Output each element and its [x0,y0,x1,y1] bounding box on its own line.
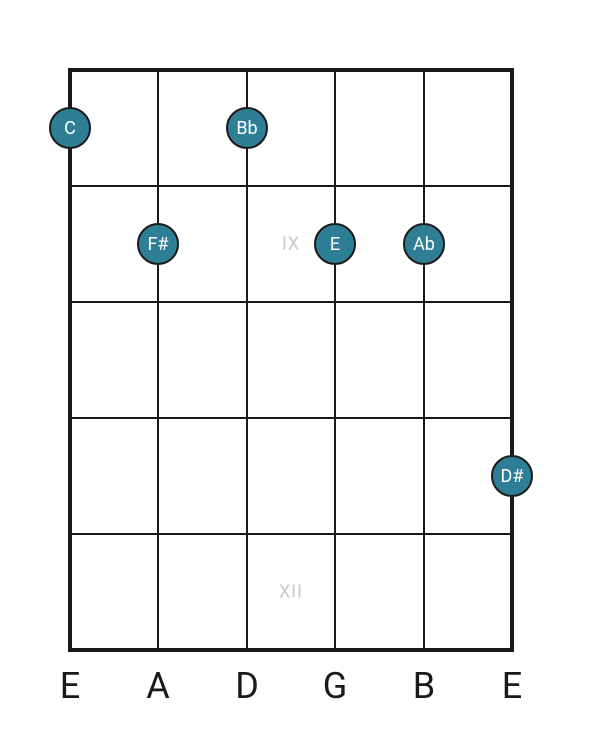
note-dot: Ab [403,223,445,265]
string-line [334,68,336,652]
open-string-label: A [146,665,169,707]
open-string-label: E [60,665,80,707]
fret-line [68,68,514,72]
string-line [157,68,159,652]
string-line [68,68,72,652]
string-line [423,68,425,652]
fret-line [68,185,514,187]
fret-marker: XII [279,582,303,603]
fret-line [68,533,514,535]
note-dot: Bb [226,107,268,149]
open-string-label: E [502,665,522,707]
note-dot: C [49,107,91,149]
note-dot: F# [137,223,179,265]
open-string-label: D [235,665,259,707]
fret-line [68,417,514,419]
fret-line [68,301,514,303]
open-string-label: G [323,665,348,707]
fret-marker: IX [282,234,300,255]
note-dot: E [314,223,356,265]
open-string-label: B [413,665,435,707]
note-dot: D# [491,455,533,497]
string-line [246,68,248,652]
fretboard-diagram: IX XII C Bb F# E Ab D# E A D G B E [0,0,608,737]
fret-line [68,648,514,652]
string-line [510,68,514,652]
